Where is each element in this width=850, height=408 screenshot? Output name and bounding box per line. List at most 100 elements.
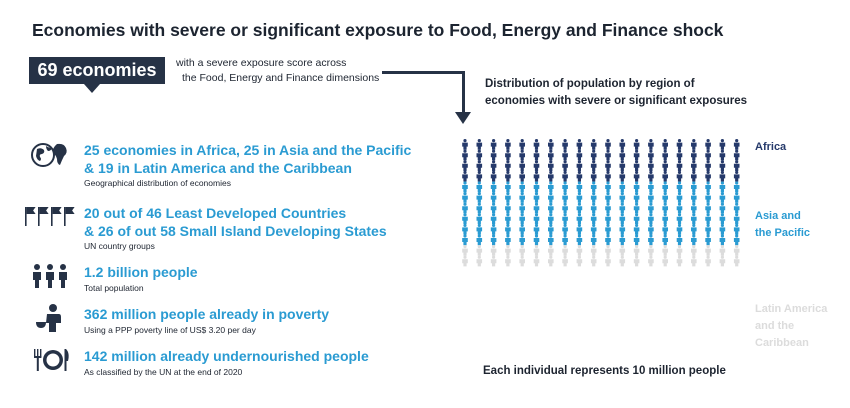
person-icon-asia-and-the-pacific [605,213,611,224]
person-icon-asia-and-the-pacific [648,181,654,193]
person-icon-asia-and-the-pacific [562,234,568,246]
person-icon-asia-and-the-pacific [576,192,583,203]
person-icon-asia-and-the-pacific [576,181,583,193]
person-icon-africa [562,160,568,171]
person-icon-africa [705,139,711,150]
person-icon-africa [676,160,683,171]
person-icon-asia-and-the-pacific [462,223,468,235]
person-icon-asia-and-the-pacific [505,234,511,246]
person-icon-asia-and-the-pacific [648,234,654,246]
person-icon-asia-and-the-pacific [519,181,525,193]
person-icon-africa [548,160,554,171]
person-icon-latin-america-and-the-caribbean [490,255,497,267]
person-icon-africa [705,149,711,161]
stat-undernourished-head: 142 million already undernourished peopl… [84,348,369,364]
person-icon-latin-america-and-the-caribbean [648,245,654,256]
person-icon-asia-and-the-pacific [576,223,583,235]
person-icon-asia-and-the-pacific [705,234,711,246]
person-icon-africa [691,149,697,161]
person-icon-asia-and-the-pacific [590,192,597,203]
person-icon-asia-and-the-pacific [590,202,597,214]
person-icon-africa [691,139,697,150]
person-icon-asia-and-the-pacific [562,192,568,203]
person-icon-asia-and-the-pacific [733,234,740,246]
person-icon-asia-and-the-pacific [519,234,525,246]
person-icon-latin-america-and-the-caribbean [590,255,597,267]
person-icon-asia-and-the-pacific [691,213,697,224]
person-icon-latin-america-and-the-caribbean [719,255,726,267]
person-icon-latin-america-and-the-caribbean [648,255,654,267]
person-icon-asia-and-the-pacific [619,223,626,235]
person-icon-africa [562,170,568,182]
person-icon-latin-america-and-the-caribbean [662,245,668,256]
person-icon-africa [462,160,468,171]
person-icon-latin-america-and-the-caribbean [505,245,511,256]
person-icon-asia-and-the-pacific [733,192,740,203]
person-icon-asia-and-the-pacific [605,234,611,246]
person-icon-latin-america-and-the-caribbean [691,245,697,256]
person-icon-africa [505,139,511,150]
person-icon-africa [462,139,468,150]
person-icon-asia-and-the-pacific [490,223,497,235]
person-icon-latin-america-and-the-caribbean [548,255,554,267]
person-icon-latin-america-and-the-caribbean [462,255,468,267]
person-icon-asia-and-the-pacific [648,192,654,203]
person-icon-latin-america-and-the-caribbean [676,245,683,256]
person-icon-asia-and-the-pacific [691,234,697,246]
person-icon-latin-america-and-the-caribbean [719,245,726,256]
person-icon-africa [505,170,511,182]
person-icon-africa [633,170,640,182]
person-icon-asia-and-the-pacific [519,202,525,214]
person-icon-latin-america-and-the-caribbean [562,245,568,256]
person-icon-asia-and-the-pacific [462,202,468,214]
person-icon-africa [691,160,697,171]
person-icon-asia-and-the-pacific [633,234,640,246]
person-icon-latin-america-and-the-caribbean [605,245,611,256]
person-icon-asia-and-the-pacific [719,181,726,193]
person-icon-latin-america-and-the-caribbean [733,245,740,256]
person-icon-latin-america-and-the-caribbean [505,255,511,267]
person-icon-asia-and-the-pacific [719,223,726,235]
person-icon-asia-and-the-pacific [605,181,611,193]
person-icon-asia-and-the-pacific [733,202,740,214]
person-icon-africa [576,139,583,150]
person-icon-africa [719,139,726,150]
person-icon-asia-and-the-pacific [691,223,697,235]
person-icon-africa [733,170,740,182]
person-icon-asia-and-the-pacific [633,181,640,193]
person-icon-africa [533,149,540,161]
stat-undernourished-sub: As classified by the UN at the end of 20… [84,366,243,377]
stat-population-head: 1.2 billion people [84,264,198,280]
person-icon-asia-and-the-pacific [648,223,654,235]
person-icon-asia-and-the-pacific [733,181,740,193]
person-icon-africa [705,170,711,182]
person-icon-africa [648,149,654,161]
stat-undernourished: 142 million already undernourished peopl… [84,348,369,378]
person-icon-latin-america-and-the-caribbean [533,245,540,256]
person-icon-latin-america-and-the-caribbean [619,255,626,267]
person-icon-africa [648,160,654,171]
person-icon-latin-america-and-the-caribbean [691,255,697,267]
person-icon-asia-and-the-pacific [576,213,583,224]
badge-description-line2: the Food, Energy and Finance dimensions [182,72,380,84]
person-icon-latin-america-and-the-caribbean [733,255,740,267]
person-icon-africa [576,170,583,182]
person-icon-africa [719,149,726,161]
person-icon-africa [733,160,740,171]
person-icon-africa [648,170,654,182]
person-icon-asia-and-the-pacific [533,192,540,203]
person-icon-asia-and-the-pacific [676,213,683,224]
person-icon-asia-and-the-pacific [533,234,540,246]
person-icon-asia-and-the-pacific [733,223,740,235]
person-icon-latin-america-and-the-caribbean [519,245,525,256]
person-icon-africa [662,149,668,161]
stat-country-groups-sub: UN country groups [84,241,155,251]
population-pictogram [462,139,740,267]
stat-geography-head-line2: & 19 in Latin America and the Caribbean [84,159,352,176]
person-icon-africa [562,149,568,161]
person-icon-africa [605,139,611,150]
person-icon-asia-and-the-pacific [519,223,525,235]
person-icon-asia-and-the-pacific [590,213,597,224]
person-icon-africa [505,160,511,171]
person-icon-asia-and-the-pacific [462,234,468,246]
